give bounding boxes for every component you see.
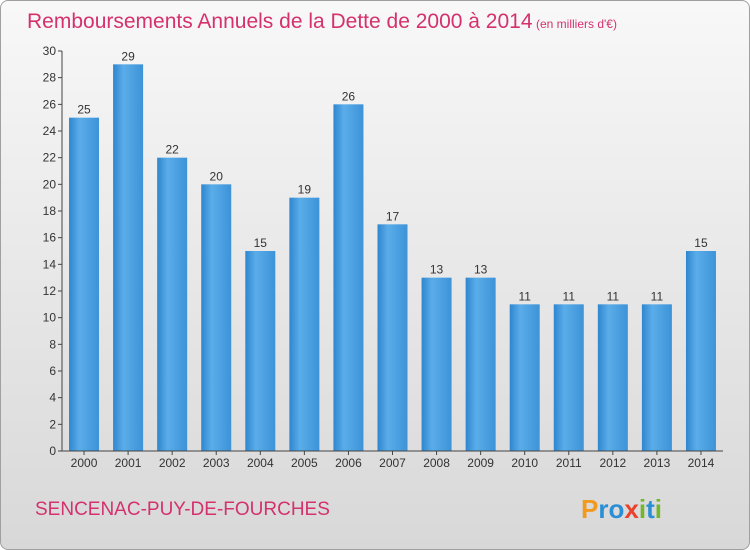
x-tick-label-2008: 2008	[423, 456, 450, 470]
y-tick-label: 22	[43, 151, 57, 165]
bar-2000	[69, 117, 100, 452]
x-tick-label-2001: 2001	[115, 456, 142, 470]
x-tick-label-2009: 2009	[467, 456, 494, 470]
y-tick-label: 18	[43, 204, 57, 218]
x-tick-label-2002: 2002	[159, 456, 186, 470]
commune-name: SENCENAC-PUY-DE-FOURCHES	[35, 499, 330, 520]
y-tick-label: 12	[43, 284, 57, 298]
x-tick-label-2014: 2014	[688, 456, 715, 470]
y-tick-label: 2	[49, 417, 56, 431]
bar-2011	[553, 304, 584, 451]
value-label-2007: 17	[386, 209, 400, 223]
y-tick-label: 14	[43, 257, 57, 271]
logo-letter: x	[624, 494, 639, 524]
logo-letter: r	[598, 494, 608, 524]
bar-2008	[421, 277, 452, 451]
bars-group: 25 29 22 20 15 19 26 17 13 13 11 11 11 11 15	[69, 49, 716, 452]
value-label-2006: 26	[342, 89, 356, 103]
bar-2012	[597, 304, 628, 451]
value-label-2010: 11	[518, 289, 531, 303]
x-tick-label-2006: 2006	[335, 456, 362, 470]
y-tick-label: 16	[43, 231, 57, 245]
chart-subtitle: (en milliers d'€)	[536, 17, 617, 31]
y-tick-label: 26	[43, 97, 57, 111]
chart-title: Remboursements Annuels de la Dette de 20…	[27, 10, 533, 33]
logo-letter: i	[639, 494, 646, 524]
x-tick-label-2010: 2010	[511, 456, 538, 470]
bar-2002	[157, 157, 188, 451]
value-label-2000: 25	[77, 103, 91, 117]
y-tick-label: 24	[43, 124, 57, 138]
value-label-2003: 20	[210, 169, 224, 183]
x-tick-label-2000: 2000	[71, 456, 98, 470]
logo-letter: i	[655, 494, 662, 524]
proxiti-logo: Proxiti	[581, 494, 662, 524]
value-label-2001: 29	[121, 49, 135, 63]
value-label-2008: 13	[430, 263, 444, 277]
logo-letter: o	[608, 494, 624, 524]
value-label-2013: 11	[651, 289, 664, 303]
bar-2003	[201, 184, 232, 452]
x-tick-label-2005: 2005	[291, 456, 318, 470]
x-axis: 2000 2001 2002 2003 2004 2005 2006 2007 2008 2009…	[62, 450, 723, 470]
bar-2001	[113, 64, 144, 452]
value-label-2012: 11	[607, 289, 620, 303]
x-tick-label-2011: 2011	[556, 456, 582, 470]
x-tick-label-2012: 2012	[599, 456, 626, 470]
x-tick-label-2007: 2007	[379, 456, 406, 470]
value-label-2014: 15	[694, 236, 708, 250]
bar-2014	[685, 251, 716, 451]
value-label-2011: 11	[563, 289, 576, 303]
y-tick-label: 30	[43, 44, 57, 58]
y-tick-label: 10	[43, 311, 57, 325]
bar-2005	[289, 197, 320, 451]
x-tick-label-2013: 2013	[644, 456, 671, 470]
bar-2009	[465, 277, 496, 451]
y-tick-label: 4	[49, 391, 56, 405]
bar-2004	[245, 251, 276, 451]
logo-letter: P	[581, 494, 598, 524]
y-tick-label: 8	[49, 337, 56, 351]
y-tick-label: 20	[43, 177, 57, 191]
x-tick-label-2004: 2004	[247, 456, 274, 470]
value-label-2002: 22	[165, 143, 179, 157]
x-tick-label-2003: 2003	[203, 456, 230, 470]
y-tick-label: 0	[49, 444, 56, 458]
value-label-2005: 19	[298, 183, 312, 197]
y-tick-label: 6	[49, 364, 56, 378]
y-tick-label: 28	[43, 71, 57, 85]
value-label-2009: 13	[474, 263, 488, 277]
bar-2007	[377, 224, 408, 451]
bar-2006	[333, 104, 364, 451]
logo-letter: t	[646, 494, 655, 524]
value-label-2004: 15	[254, 236, 268, 250]
bar-2013	[641, 304, 672, 451]
bar-2010	[509, 304, 540, 451]
